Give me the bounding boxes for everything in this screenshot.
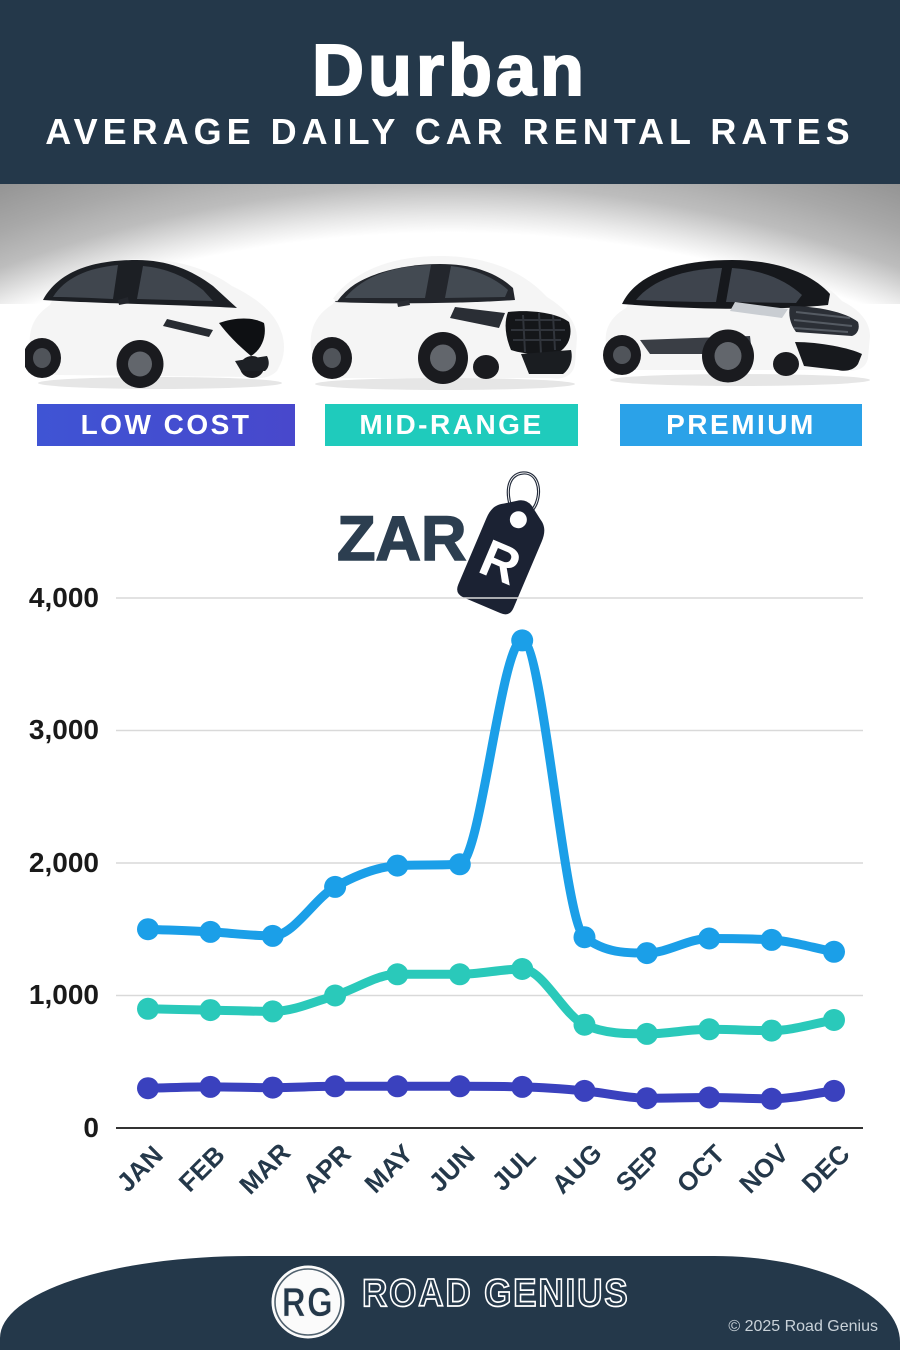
- svg-text:AUG: AUG: [546, 1138, 608, 1200]
- svg-text:NOV: NOV: [733, 1138, 795, 1200]
- svg-text:SEP: SEP: [610, 1140, 668, 1198]
- svg-text:OCT: OCT: [671, 1139, 731, 1199]
- svg-text:APR: APR: [297, 1138, 357, 1198]
- svg-text:JAN: JAN: [111, 1140, 169, 1198]
- svg-text:RG: RG: [282, 1278, 334, 1324]
- svg-text:ROAD GENIUS: ROAD GENIUS: [362, 1270, 629, 1314]
- svg-text:FEB: FEB: [173, 1140, 231, 1198]
- svg-text:JUL: JUL: [486, 1141, 542, 1197]
- svg-text:DEC: DEC: [796, 1138, 856, 1198]
- svg-text:MAR: MAR: [233, 1137, 296, 1200]
- svg-text:MAY: MAY: [358, 1138, 418, 1198]
- svg-text:JUN: JUN: [423, 1140, 481, 1198]
